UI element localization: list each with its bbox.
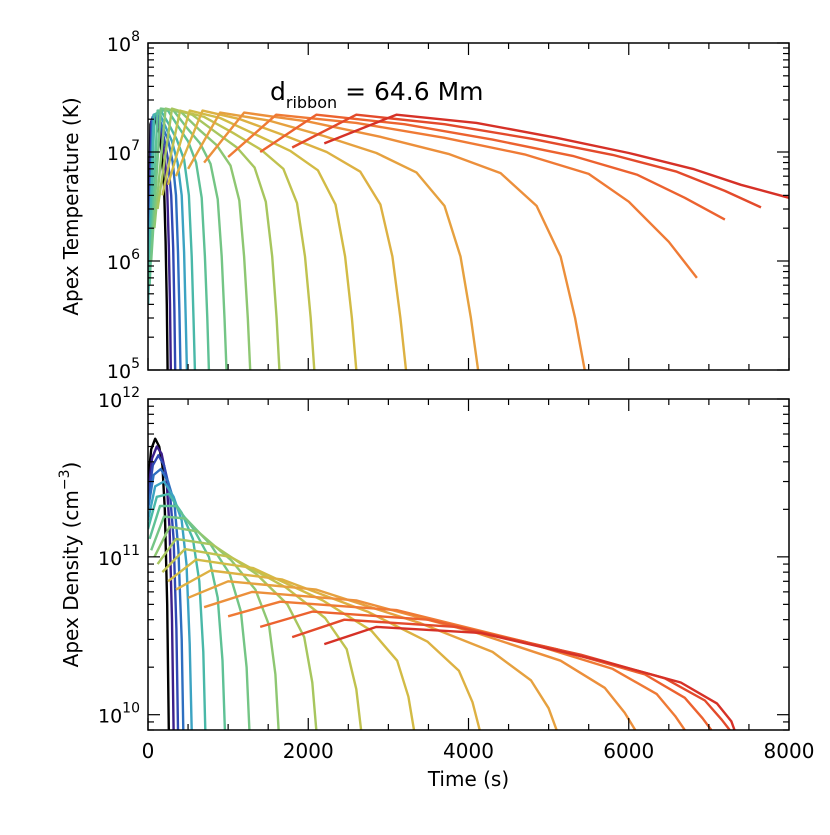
y-tick-exponent: 5 (131, 356, 140, 372)
series-line-18 (291, 618, 731, 730)
y-tick-label: 105 (107, 356, 140, 383)
series-line-7 (148, 109, 211, 370)
series-line-19 (323, 625, 736, 730)
series-line-12 (166, 109, 358, 370)
series-line-11 (161, 109, 316, 370)
x-tick-label: 0 (142, 739, 155, 763)
series-line-6 (148, 492, 207, 730)
series-line-16 (227, 113, 698, 279)
y-tick-base: 10 (98, 390, 122, 412)
series-line-15 (203, 590, 637, 730)
y-tick-exponent: 12 (122, 385, 140, 401)
y-tick-base: 10 (107, 252, 131, 274)
y-tick-exponent: 7 (131, 138, 140, 154)
x-axis-label: Time (s) (427, 767, 509, 791)
y-tick-label: 1010 (98, 701, 140, 728)
y-axis-label-exponent: −3 (57, 469, 73, 490)
y-tick-exponent: 8 (131, 29, 140, 45)
y-axis-label-tail: ) (59, 462, 83, 470)
y-axis-label: Apex Density (cm−3) (57, 462, 83, 668)
annotation-main: d (270, 77, 286, 106)
series-line-9 (153, 107, 252, 370)
y-axis-label-text: Apex Density (cm (59, 490, 83, 667)
series-line-13 (175, 569, 481, 730)
y-tick-base: 10 (107, 34, 131, 56)
y-tick-label: 107 (107, 138, 140, 165)
y-axis-label-text: Apex Temperature (K) (59, 97, 83, 315)
series-line-14 (187, 111, 480, 370)
series-group (148, 107, 789, 370)
x-tick-label: 6000 (603, 739, 654, 763)
series-line-19 (323, 113, 789, 199)
series-group (148, 437, 736, 730)
y-tick-label: 108 (107, 29, 140, 56)
y-tick-exponent: 6 (131, 247, 140, 263)
y-tick-exponent: 11 (122, 543, 140, 559)
y-tick-label: 106 (107, 247, 140, 274)
series-line-17 (259, 610, 713, 730)
x-tick-label: 4000 (443, 739, 494, 763)
y-tick-label: 1012 (98, 385, 140, 412)
y-tick-base: 10 (98, 548, 122, 570)
y-axis-label: Apex Temperature (K) (59, 97, 83, 315)
y-tick-base: 10 (107, 361, 131, 383)
x-tick-label: 2000 (283, 739, 334, 763)
series-line-16 (227, 600, 686, 730)
y-tick-exponent: 10 (122, 701, 140, 717)
y-tick-label: 1011 (98, 543, 140, 570)
series-line-10 (156, 537, 318, 730)
series-line-8 (150, 515, 251, 730)
annotation-subscript: ribbon (286, 93, 337, 112)
series-line-18 (291, 113, 762, 209)
y-tick-base: 10 (98, 706, 122, 728)
series-line-15 (203, 111, 586, 370)
y-tick-base: 10 (107, 143, 131, 165)
series-line-14 (187, 580, 558, 730)
series-line-12 (167, 558, 416, 730)
ribbon-distance-annotation: dribbon = 64.6 Mm (270, 77, 484, 112)
x-tick-label: 8000 (764, 739, 815, 763)
series-line-1 (148, 437, 170, 730)
series-line-13 (174, 109, 408, 370)
annotation-value: = 64.6 Mm (337, 77, 483, 106)
series-line-17 (259, 113, 726, 221)
